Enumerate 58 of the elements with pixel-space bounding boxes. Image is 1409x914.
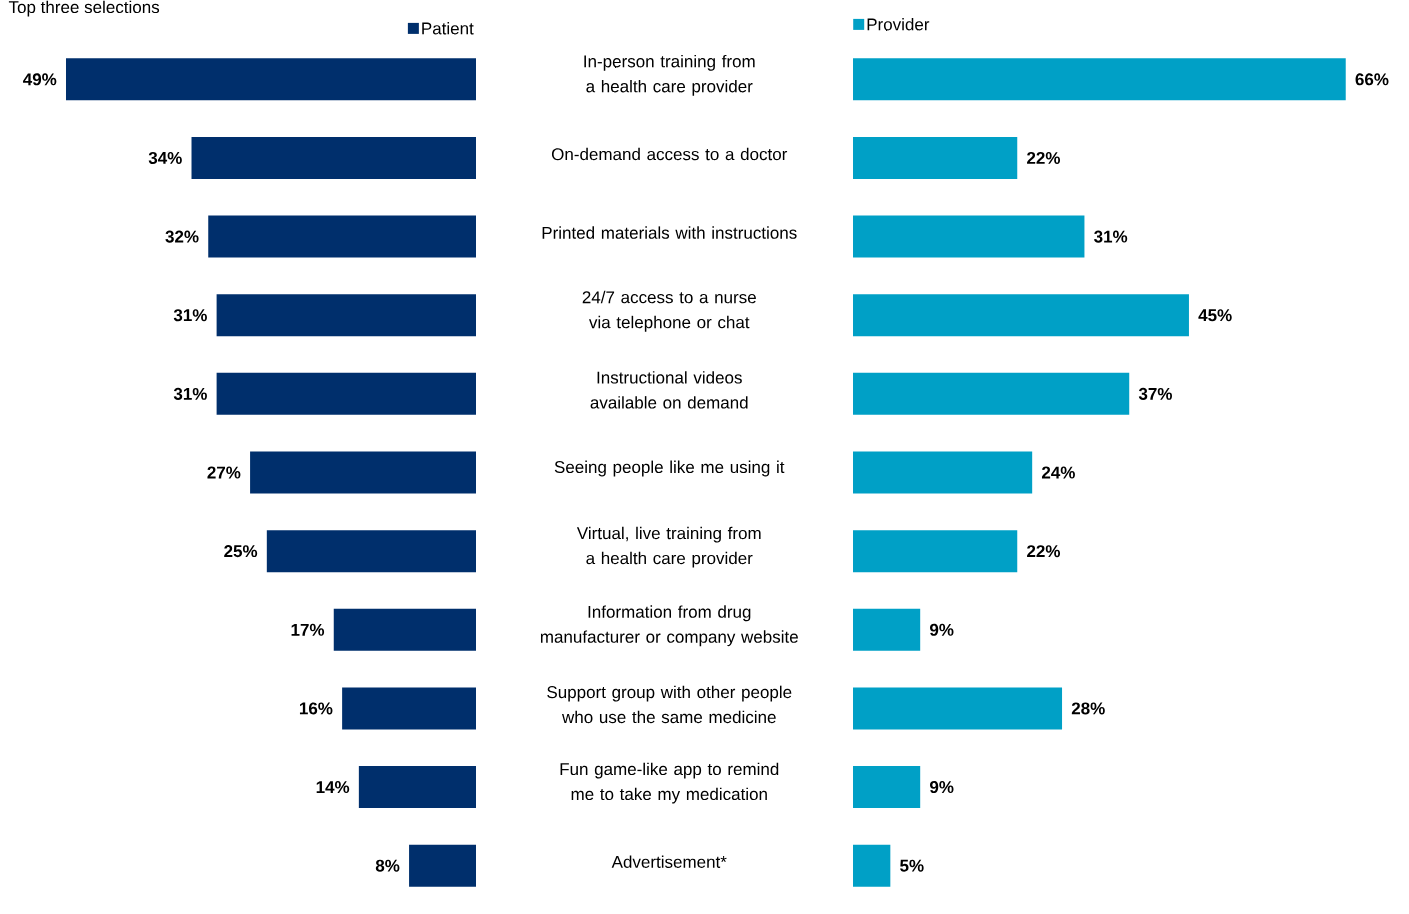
data-label: 31% bbox=[1094, 230, 1128, 243]
data-label: 16% bbox=[299, 702, 333, 715]
bar bbox=[853, 451, 1033, 494]
bar bbox=[853, 608, 921, 651]
y-tick-label: Information from drug manufacturer or company website bbox=[540, 605, 798, 647]
y-tick-label: Seeing people like me using it bbox=[554, 460, 785, 477]
data-label: 25% bbox=[224, 545, 258, 558]
legend-label: Provider bbox=[867, 17, 930, 31]
bar bbox=[409, 844, 476, 887]
data-label: 17% bbox=[291, 623, 325, 636]
bar bbox=[853, 530, 1018, 573]
legend-label: Patient bbox=[422, 21, 474, 35]
data-label: 31% bbox=[173, 387, 207, 400]
bar bbox=[358, 766, 476, 809]
data-label: 27% bbox=[207, 466, 241, 479]
bar bbox=[853, 687, 1063, 730]
data-label: 49% bbox=[23, 73, 57, 86]
y-tick-label: Instructional videos available on demand bbox=[590, 371, 748, 409]
bar bbox=[216, 372, 476, 415]
chart-title: Top three selections bbox=[8, 0, 160, 17]
bar bbox=[216, 294, 476, 337]
data-label: 24% bbox=[1041, 466, 1075, 479]
y-tick-label: On-demand access to a doctor bbox=[551, 147, 788, 161]
bar bbox=[342, 687, 476, 730]
bar bbox=[853, 136, 1018, 179]
bar bbox=[208, 215, 476, 258]
data-label: 34% bbox=[148, 151, 182, 164]
data-label: 32% bbox=[165, 230, 199, 243]
bar bbox=[853, 372, 1130, 415]
data-label: 28% bbox=[1071, 702, 1105, 715]
y-tick-label: Virtual, live training from a health care provider bbox=[576, 526, 761, 568]
bar bbox=[66, 58, 476, 101]
bar bbox=[853, 215, 1085, 258]
data-label: 22% bbox=[1027, 151, 1061, 164]
bar bbox=[266, 530, 476, 573]
bar bbox=[853, 766, 921, 809]
data-label: 31% bbox=[173, 309, 207, 322]
data-label: 9% bbox=[929, 781, 954, 794]
data-label: 45% bbox=[1198, 309, 1232, 322]
data-label: 37% bbox=[1138, 387, 1172, 400]
y-tick-label: In-person training from a health care provider bbox=[584, 54, 755, 96]
bar bbox=[333, 608, 476, 651]
data-label: 22% bbox=[1027, 545, 1061, 558]
bar bbox=[853, 58, 1346, 101]
data-label: 5% bbox=[900, 859, 924, 872]
y-tick-label: Support group with other people who use the same medicine bbox=[547, 685, 792, 724]
data-label: 9% bbox=[929, 623, 954, 636]
data-label: 8% bbox=[375, 859, 400, 872]
bar bbox=[853, 294, 1189, 337]
data-label: 66% bbox=[1355, 73, 1389, 86]
y-tick-label: 24/7 access to a nurse via telephone or chat bbox=[582, 290, 756, 332]
data-label: 14% bbox=[316, 781, 350, 794]
bar bbox=[250, 451, 476, 494]
y-tick-label: Fun game-like app to remind me to take my medication bbox=[560, 762, 779, 804]
bar bbox=[853, 844, 891, 887]
y-tick-label: Printed materials with instructions bbox=[542, 226, 797, 239]
y-tick-label: Advertisement* bbox=[611, 855, 727, 868]
bar bbox=[191, 136, 476, 179]
